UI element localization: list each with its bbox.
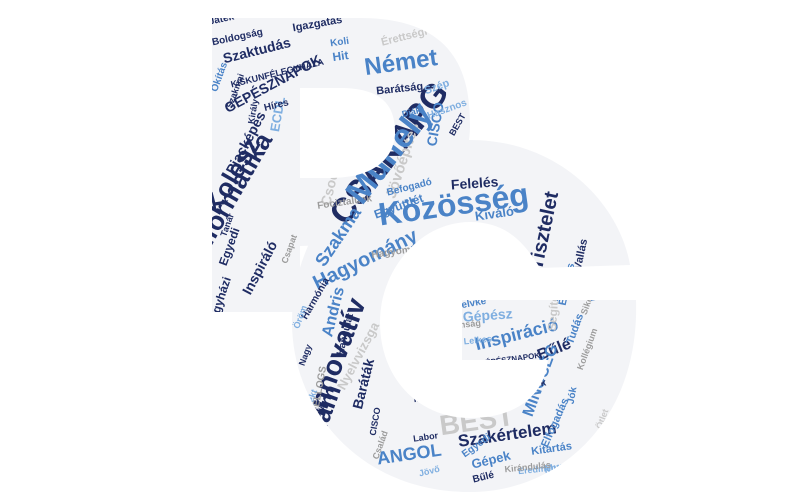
cloud-word: Koli <box>330 36 350 50</box>
letter-shapes <box>212 18 637 492</box>
cloud-word: Bűlé <box>472 470 496 486</box>
cloud-word: Fiús <box>453 358 486 379</box>
cloud-word: Érdekes <box>556 262 578 307</box>
cloud-word: TANUL S <box>468 399 507 412</box>
cloud-word: Lelkes <box>463 334 492 347</box>
cloud-word: Gépész <box>462 305 513 324</box>
cloud-word: Megéri <box>413 390 447 405</box>
cloud-word: Sport <box>482 235 510 250</box>
cloud-word: Jaték <box>208 11 236 27</box>
cloud-word: Hit <box>332 48 350 64</box>
cloud-word: Verseny <box>589 267 605 303</box>
cloud-word: Barátság <box>376 81 424 98</box>
cloud-word: ECDL <box>267 95 288 133</box>
cloud-word: Felújítás <box>434 237 476 255</box>
cloud-word: Labor <box>413 430 440 443</box>
cloud-word: CISCO <box>368 407 383 437</box>
cloud-word: Kitartás <box>530 440 572 458</box>
cloud-word: Jók <box>566 386 580 405</box>
cloud-word: Tanulás <box>428 282 462 295</box>
cloud-word: Felelés <box>450 173 499 192</box>
cloud-word: Kirándulás <box>504 460 551 475</box>
cloud-word: Király <box>246 98 260 124</box>
cloud-word: CISCO <box>423 101 446 148</box>
cloud-word: Diák <box>401 105 423 120</box>
cloud-word: Kiváló <box>474 203 515 223</box>
